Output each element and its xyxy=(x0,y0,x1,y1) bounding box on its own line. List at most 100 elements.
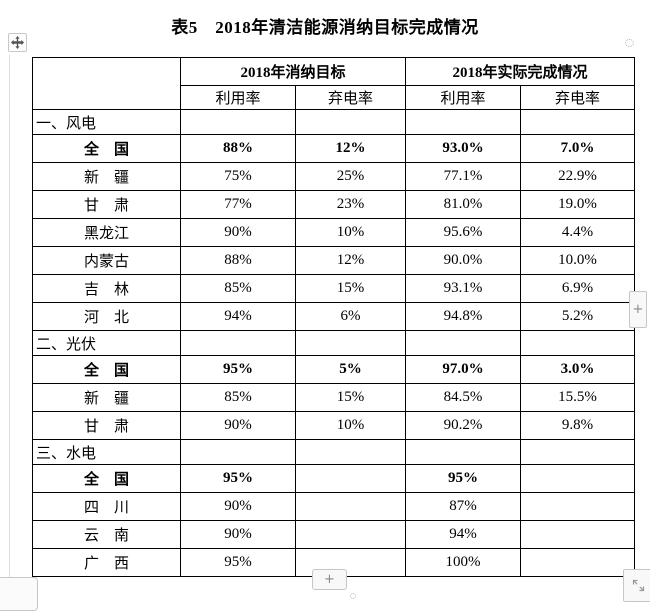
cell-value: 85% xyxy=(180,383,296,412)
table-row: 全 国 95% 5% 97.0% 3.0% xyxy=(32,355,636,384)
clean-energy-table: 2018年消纳目标 2018年实际完成情况 利用率 弃电率 利用率 弃电率 一、… xyxy=(32,57,636,577)
cell-value: 22.9% xyxy=(520,162,636,191)
cell-value: 90% xyxy=(180,520,296,549)
cell-value: 10% xyxy=(294,218,407,247)
cell-value: 77.1% xyxy=(405,162,522,191)
row-label: 黑龙江 xyxy=(32,218,181,247)
cell-value xyxy=(520,548,636,577)
table-row: 河 北 94% 6% 94.8% 5.2% xyxy=(32,302,636,331)
cell-value: 84.5% xyxy=(405,383,522,412)
row-label: 二、光伏 xyxy=(32,330,181,356)
header-group-actual: 2018年实际完成情况 xyxy=(405,57,636,86)
cell-value xyxy=(294,492,407,521)
table-row: 广 西 95% 100% xyxy=(32,548,636,577)
cell-value xyxy=(294,520,407,549)
cursor-dot xyxy=(350,593,356,599)
cell-value: 6% xyxy=(294,302,407,331)
cell-value: 12% xyxy=(294,134,407,163)
cell-value: 95% xyxy=(180,464,296,493)
subheader-utilization-target: 利用率 xyxy=(180,85,296,110)
subheader-curtailment-actual: 弃电率 xyxy=(520,85,636,110)
diagonal-resize-icon xyxy=(631,578,646,593)
cell-value xyxy=(405,330,522,356)
cell-value xyxy=(520,520,636,549)
table-header-group-row: 2018年消纳目标 2018年实际完成情况 xyxy=(32,57,636,110)
cell-value xyxy=(294,439,407,465)
table-row: 甘 肃 90% 10% 90.2% 9.8% xyxy=(32,411,636,440)
cell-value xyxy=(520,439,636,465)
cell-value: 95% xyxy=(405,464,522,493)
row-label: 内蒙古 xyxy=(32,246,181,275)
cell-value: 12% xyxy=(294,246,407,275)
table-row: 一、风电 xyxy=(32,109,636,135)
cell-value: 5% xyxy=(294,355,407,384)
cell-value: 97.0% xyxy=(405,355,522,384)
cell-value xyxy=(180,439,296,465)
move-cross-icon xyxy=(11,36,24,49)
cell-value xyxy=(520,109,636,135)
cell-value xyxy=(180,109,296,135)
row-label: 云 南 xyxy=(32,520,181,549)
table-row: 二、光伏 xyxy=(32,330,636,356)
row-label: 全 国 xyxy=(32,355,181,384)
cell-value: 4.4% xyxy=(520,218,636,247)
cell-value: 85% xyxy=(180,274,296,303)
cell-value: 87% xyxy=(405,492,522,521)
cell-value xyxy=(294,330,407,356)
plus-icon: + xyxy=(632,302,644,317)
table-row: 新 疆 75% 25% 77.1% 22.9% xyxy=(32,162,636,191)
cell-value xyxy=(520,330,636,356)
table-move-handle[interactable] xyxy=(8,33,27,52)
bottom-left-partial-button[interactable] xyxy=(0,577,38,611)
table-row: 四 川 90% 87% xyxy=(32,492,636,521)
cell-value: 25% xyxy=(294,162,407,191)
table-row: 全 国 88% 12% 93.0% 7.0% xyxy=(32,134,636,163)
cell-value xyxy=(294,464,407,493)
cell-value: 100% xyxy=(405,548,522,577)
row-label: 一、风电 xyxy=(32,109,181,135)
cell-value: 77% xyxy=(180,190,296,219)
cell-value: 88% xyxy=(180,246,296,275)
cell-value: 6.9% xyxy=(520,274,636,303)
cell-value: 94% xyxy=(405,520,522,549)
cell-value: 93.0% xyxy=(405,134,522,163)
cell-value: 94% xyxy=(180,302,296,331)
cell-value: 90% xyxy=(180,492,296,521)
subheader-utilization-actual: 利用率 xyxy=(405,85,522,110)
header-corner-cell xyxy=(32,57,181,110)
row-label: 广 西 xyxy=(32,548,181,577)
row-label: 甘 肃 xyxy=(32,190,181,219)
cell-value: 94.8% xyxy=(405,302,522,331)
row-label: 吉 林 xyxy=(32,274,181,303)
cell-value: 93.1% xyxy=(405,274,522,303)
table-row: 全 国 95% 95% xyxy=(32,464,636,493)
cell-value: 88% xyxy=(180,134,296,163)
page-margin-line xyxy=(9,55,10,577)
table-row: 内蒙古 88% 12% 90.0% 10.0% xyxy=(32,246,636,275)
vertical-scroll-plus-button[interactable]: + xyxy=(629,291,647,328)
table-row: 新 疆 85% 15% 84.5% 15.5% xyxy=(32,383,636,412)
row-label: 新 疆 xyxy=(32,162,181,191)
cursor-dot xyxy=(625,39,634,47)
cell-value: 95.6% xyxy=(405,218,522,247)
cell-value xyxy=(180,330,296,356)
table-resize-handle[interactable] xyxy=(623,569,650,602)
cell-value xyxy=(294,109,407,135)
row-label: 河 北 xyxy=(32,302,181,331)
row-label: 全 国 xyxy=(32,464,181,493)
cell-value: 9.8% xyxy=(520,411,636,440)
cell-value xyxy=(520,464,636,493)
table-title: 表5 2018年清洁能源消纳目标完成情况 xyxy=(171,18,479,37)
cell-value: 81.0% xyxy=(405,190,522,219)
cell-value: 10% xyxy=(294,411,407,440)
cell-value: 19.0% xyxy=(520,190,636,219)
table-row: 吉 林 85% 15% 93.1% 6.9% xyxy=(32,274,636,303)
bottom-add-button[interactable]: + xyxy=(312,569,347,590)
cell-value: 10.0% xyxy=(520,246,636,275)
table-row: 云 南 90% 94% xyxy=(32,520,636,549)
cell-value: 15.5% xyxy=(520,383,636,412)
table-row: 三、水电 xyxy=(32,439,636,465)
cell-value: 90.0% xyxy=(405,246,522,275)
cell-value: 90% xyxy=(180,218,296,247)
subheader-curtailment-target: 弃电率 xyxy=(294,85,407,110)
